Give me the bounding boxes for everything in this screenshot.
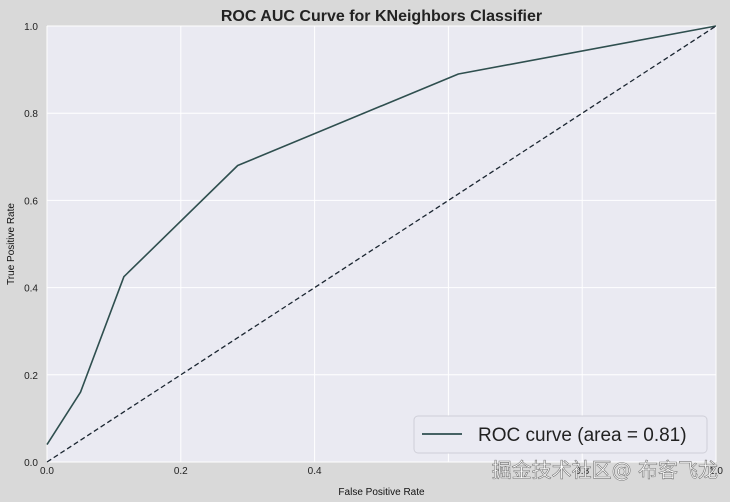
y-tick-label: 0.0 [24, 458, 38, 469]
y-axis-label: True Positive Rate [6, 203, 17, 285]
baseline-diagonal-line [46, 25, 717, 463]
x-axis-label: False Positive Rate [338, 487, 425, 498]
grid [46, 25, 717, 463]
y-tick-label: 0.6 [24, 196, 38, 207]
series-layer [46, 25, 717, 463]
tick-labels: 0.0 0.2 0.4 0.8 1.0 0.0 0.2 0.4 0.6 0.8 1.0 [24, 22, 723, 477]
x-tick-label: 0.4 [308, 466, 322, 477]
legend-label: ROC curve (area = 0.81) [478, 425, 687, 446]
x-tick-label: 0.2 [174, 466, 188, 477]
y-tick-label: 1.0 [24, 22, 38, 33]
y-tick-label: 0.2 [24, 371, 38, 382]
legend: ROC curve (area = 0.81) [413, 415, 708, 454]
x-tick-label: 0.0 [40, 466, 54, 477]
legend-box [413, 415, 708, 454]
x-tick-label: 1.0 [709, 466, 723, 477]
x-tick-label: 0.8 [575, 466, 589, 477]
chart-title: ROC AUC Curve for KNeighbors Classifier [221, 8, 542, 25]
y-tick-label: 0.8 [24, 109, 38, 120]
roc-curve-line [46, 25, 717, 446]
watermark: 掘金技术社区@ 布客飞龙 [492, 458, 718, 482]
y-tick-label: 0.4 [24, 284, 38, 295]
plot-area [47, 26, 716, 462]
